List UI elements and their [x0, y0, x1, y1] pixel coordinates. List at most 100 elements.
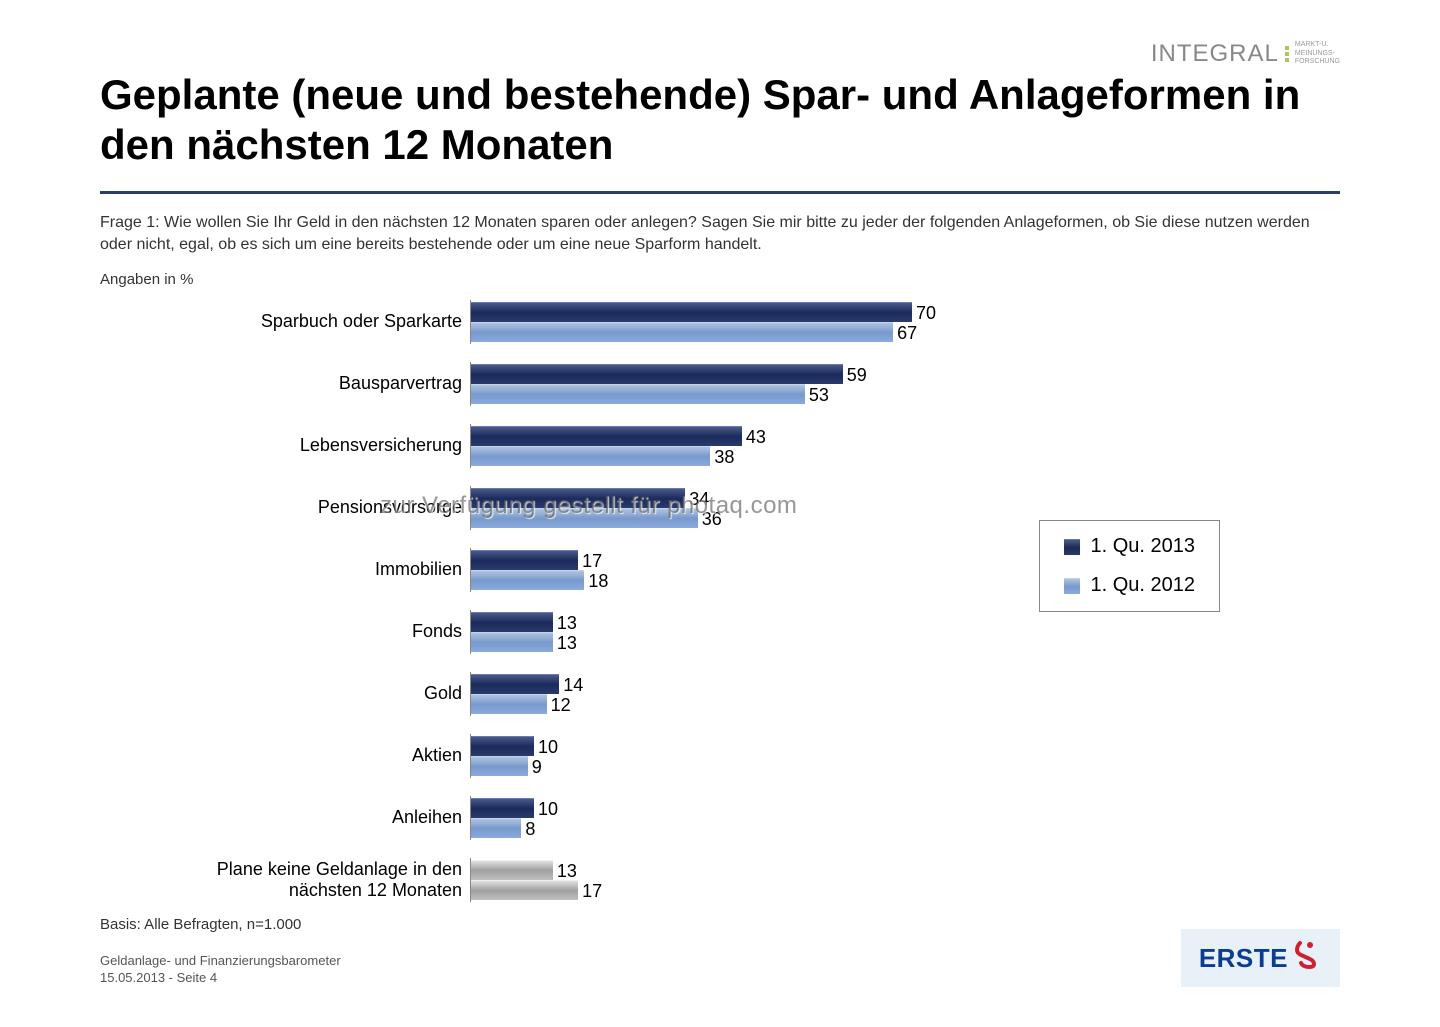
bar-fill: 38: [471, 446, 710, 466]
category-label: Plane keine Geldanlage in den nächsten 1…: [160, 859, 470, 900]
footer: Basis: Alle Befragten, n=1.000 Geldanlag…: [100, 916, 341, 987]
category-label: Lebensversicherung: [160, 435, 470, 456]
bars-container: 109: [470, 734, 534, 778]
chart-row: Gold1412: [160, 672, 1340, 716]
bar: 36: [471, 508, 698, 528]
bar-fill: 13: [471, 860, 553, 880]
erste-logo-text: ERSTE: [1199, 943, 1288, 974]
bar: 34: [471, 488, 698, 508]
bar-fill: 8: [471, 818, 521, 838]
bars-container: 1317: [470, 858, 578, 902]
bar: 17: [471, 550, 584, 570]
bar: 43: [471, 426, 742, 446]
category-label: Pensionsvorsorge: [160, 497, 470, 518]
bar-fill: 12: [471, 694, 547, 714]
bar-fill: 13: [471, 612, 553, 632]
logo-brand-text: INTEGRAL: [1151, 40, 1279, 68]
bar-fill: 18: [471, 570, 584, 590]
category-label: Immobilien: [160, 559, 470, 580]
category-label: Aktien: [160, 745, 470, 766]
bar-value-label: 67: [897, 323, 917, 344]
bars-container: 108: [470, 796, 534, 840]
category-label: Bausparvertrag: [160, 373, 470, 394]
bar-fill: 53: [471, 384, 805, 404]
category-label: Sparbuch oder Sparkarte: [160, 311, 470, 332]
bar: 12: [471, 694, 559, 714]
bar-value-label: 34: [689, 489, 709, 510]
legend-label: 1. Qu. 2012: [1090, 574, 1195, 597]
bar: 8: [471, 818, 534, 838]
bar-value-label: 43: [746, 427, 766, 448]
category-label: Anleihen: [160, 807, 470, 828]
bar-value-label: 59: [847, 365, 867, 386]
bars-container: 4338: [470, 424, 742, 468]
bars-container: 5953: [470, 362, 843, 406]
bar-value-label: 14: [563, 675, 583, 696]
bar: 59: [471, 364, 843, 384]
erste-bank-logo: ERSTE: [1181, 929, 1340, 987]
bars-container: 1718: [470, 548, 584, 592]
footer-meta-1: Geldanlage- und Finanzierungsbarometer: [100, 953, 341, 970]
bars-container: 1313: [470, 610, 553, 654]
category-label: Fonds: [160, 621, 470, 642]
bar-fill: 14: [471, 674, 559, 694]
bar-value-label: 9: [532, 757, 542, 778]
bar-fill: 10: [471, 798, 534, 818]
bar-value-label: 13: [557, 613, 577, 634]
bar-value-label: 36: [702, 509, 722, 530]
legend-item: 1. Qu. 2013: [1064, 535, 1195, 558]
bar-value-label: 17: [582, 551, 602, 572]
bar-value-label: 10: [538, 737, 558, 758]
bar-fill: 13: [471, 632, 553, 652]
bar-fill: 59: [471, 364, 843, 384]
bar: 10: [471, 798, 534, 818]
bars-container: 7067: [470, 300, 912, 344]
bar-value-label: 13: [557, 861, 577, 882]
bar: 13: [471, 612, 553, 632]
bar-value-label: 10: [538, 799, 558, 820]
chart-row: Bausparvertrag5953: [160, 362, 1340, 406]
question-text: Frage 1: Wie wollen Sie Ihr Geld in den …: [100, 212, 1340, 257]
footer-meta-2: 15.05.2013 - Seite 4: [100, 970, 341, 987]
integral-logo: INTEGRAL MARKT-U. MEINUNGS- FORSCHUNG: [1151, 40, 1340, 68]
logo-dots: [1285, 46, 1289, 62]
bar: 10: [471, 736, 534, 756]
title-divider: [100, 191, 1340, 194]
bar: 17: [471, 880, 578, 900]
legend-swatch-icon: [1064, 578, 1080, 594]
bar-fill: 70: [471, 302, 912, 322]
bar: 13: [471, 632, 553, 652]
bar-value-label: 53: [809, 385, 829, 406]
chart-row: Sparbuch oder Sparkarte7067: [160, 300, 1340, 344]
bar-value-label: 17: [582, 881, 602, 902]
category-label: Gold: [160, 683, 470, 704]
bar-fill: 34: [471, 488, 685, 508]
bar-fill: 43: [471, 426, 742, 446]
bar: 67: [471, 322, 912, 342]
bar: 9: [471, 756, 534, 776]
bar: 13: [471, 860, 578, 880]
page-title: Geplante (neue und bestehende) Spar- und…: [100, 70, 1340, 171]
bar: 53: [471, 384, 843, 404]
bar-value-label: 18: [588, 571, 608, 592]
chart-row: Fonds1313: [160, 610, 1340, 654]
bar-value-label: 12: [551, 695, 571, 716]
chart-row: Aktien109: [160, 734, 1340, 778]
bar-value-label: 70: [916, 303, 936, 324]
bar-fill: 17: [471, 880, 578, 900]
bar-fill: 10: [471, 736, 534, 756]
bars-container: 1412: [470, 672, 559, 716]
footer-basis: Basis: Alle Befragten, n=1.000: [100, 916, 341, 933]
bar-fill: 17: [471, 550, 578, 570]
bar-fill: 36: [471, 508, 698, 528]
bars-container: 3436: [470, 486, 698, 530]
logo-subtext: MARKT-U. MEINUNGS- FORSCHUNG: [1295, 41, 1340, 66]
legend-label: 1. Qu. 2013: [1090, 535, 1195, 558]
chart-row: Lebensversicherung4338: [160, 424, 1340, 468]
erste-logo-s-icon: [1294, 939, 1322, 977]
bar: 14: [471, 674, 559, 694]
bar: 70: [471, 302, 912, 322]
legend-item: 1. Qu. 2012: [1064, 574, 1195, 597]
chart-row: Plane keine Geldanlage in den nächsten 1…: [160, 858, 1340, 902]
units-label: Angaben in %: [100, 271, 1340, 288]
